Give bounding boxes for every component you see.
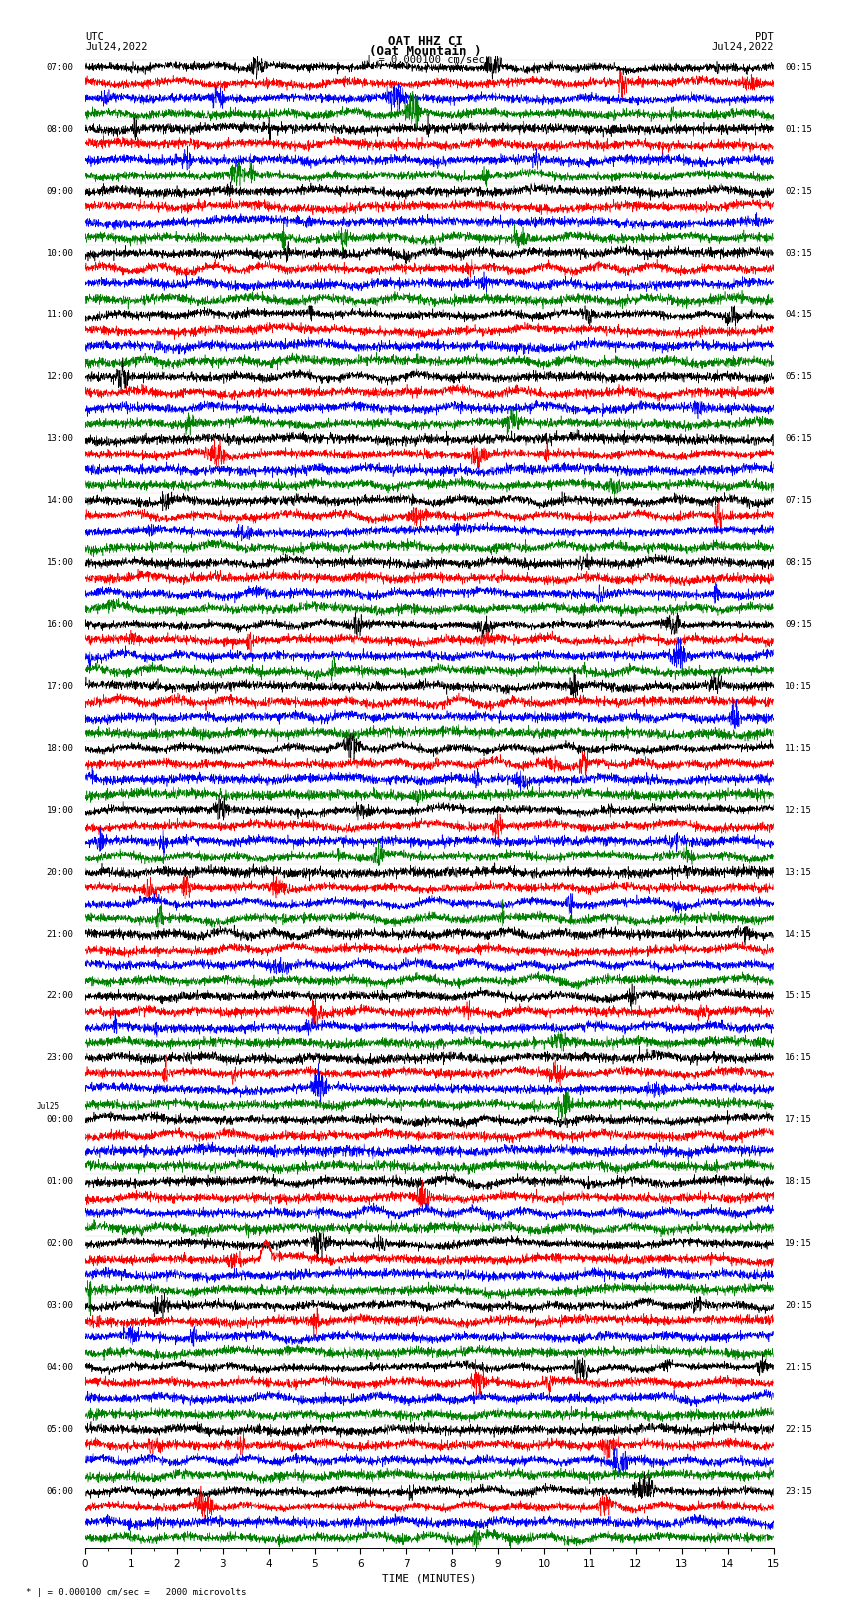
Text: 23:15: 23:15: [785, 1487, 812, 1495]
Text: 16:00: 16:00: [47, 619, 73, 629]
Text: 13:00: 13:00: [47, 434, 73, 444]
Text: 06:15: 06:15: [785, 434, 812, 444]
Text: 15:15: 15:15: [785, 992, 812, 1000]
Text: 04:00: 04:00: [47, 1363, 73, 1373]
Text: * | = 0.000100 cm/sec =   2000 microvolts: * | = 0.000100 cm/sec = 2000 microvolts: [26, 1587, 246, 1597]
Text: 02:15: 02:15: [785, 187, 812, 195]
Text: 20:00: 20:00: [47, 868, 73, 876]
Text: 08:00: 08:00: [47, 124, 73, 134]
Text: 01:15: 01:15: [785, 124, 812, 134]
Text: 19:15: 19:15: [785, 1239, 812, 1248]
Text: Jul24,2022: Jul24,2022: [85, 42, 148, 52]
Text: 04:15: 04:15: [785, 310, 812, 319]
Text: OAT HHZ CI: OAT HHZ CI: [388, 35, 462, 48]
Text: 22:00: 22:00: [47, 992, 73, 1000]
Text: 12:15: 12:15: [785, 806, 812, 815]
Text: 09:15: 09:15: [785, 619, 812, 629]
X-axis label: TIME (MINUTES): TIME (MINUTES): [382, 1573, 477, 1582]
Text: 10:15: 10:15: [785, 682, 812, 690]
Text: 05:00: 05:00: [47, 1424, 73, 1434]
Text: 09:00: 09:00: [47, 187, 73, 195]
Text: 00:00: 00:00: [47, 1115, 73, 1124]
Text: 10:00: 10:00: [47, 248, 73, 258]
Text: 14:15: 14:15: [785, 929, 812, 939]
Text: 03:15: 03:15: [785, 248, 812, 258]
Text: 11:00: 11:00: [47, 310, 73, 319]
Text: 23:00: 23:00: [47, 1053, 73, 1063]
Text: 11:15: 11:15: [785, 744, 812, 753]
Text: 02:00: 02:00: [47, 1239, 73, 1248]
Text: (Oat Mountain ): (Oat Mountain ): [369, 45, 481, 58]
Text: 12:00: 12:00: [47, 373, 73, 381]
Text: UTC: UTC: [85, 32, 104, 42]
Text: 14:00: 14:00: [47, 497, 73, 505]
Text: 07:00: 07:00: [47, 63, 73, 73]
Text: PDT: PDT: [755, 32, 774, 42]
Text: 20:15: 20:15: [785, 1302, 812, 1310]
Text: Jul24,2022: Jul24,2022: [711, 42, 774, 52]
Text: | = 0.000100 cm/sec: | = 0.000100 cm/sec: [366, 55, 484, 66]
Text: 18:00: 18:00: [47, 744, 73, 753]
Text: 01:00: 01:00: [47, 1177, 73, 1186]
Text: 05:15: 05:15: [785, 373, 812, 381]
Text: 06:00: 06:00: [47, 1487, 73, 1495]
Text: 21:00: 21:00: [47, 929, 73, 939]
Text: 17:15: 17:15: [785, 1115, 812, 1124]
Text: Jul25: Jul25: [37, 1102, 60, 1111]
Text: 17:00: 17:00: [47, 682, 73, 690]
Text: 08:15: 08:15: [785, 558, 812, 568]
Text: 13:15: 13:15: [785, 868, 812, 876]
Text: 16:15: 16:15: [785, 1053, 812, 1063]
Text: 15:00: 15:00: [47, 558, 73, 568]
Text: 07:15: 07:15: [785, 497, 812, 505]
Text: 00:15: 00:15: [785, 63, 812, 73]
Text: 18:15: 18:15: [785, 1177, 812, 1186]
Text: 21:15: 21:15: [785, 1363, 812, 1373]
Text: 19:00: 19:00: [47, 806, 73, 815]
Text: 03:00: 03:00: [47, 1302, 73, 1310]
Text: 22:15: 22:15: [785, 1424, 812, 1434]
